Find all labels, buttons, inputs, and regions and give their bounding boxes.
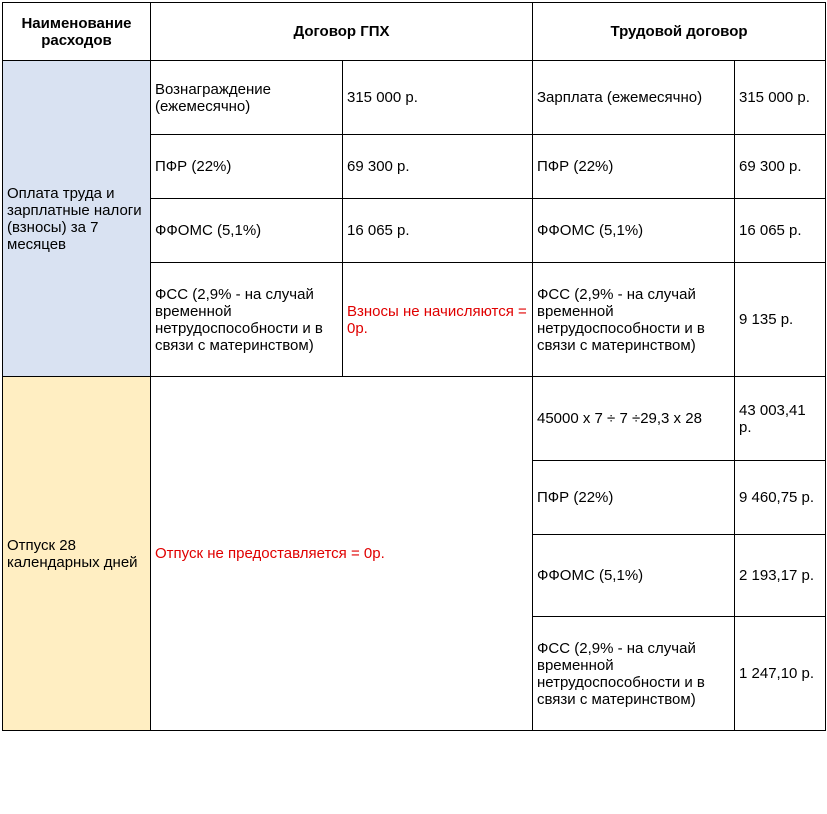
- labor-item-label: ФФОМС (5,1%): [533, 199, 735, 263]
- labor-item-label: 45000 х 7 ÷ 7 ÷29,3 х 28: [533, 377, 735, 461]
- labor-item-value: 9 135 р.: [735, 263, 826, 377]
- gpx-item-value: 16 065 р.: [343, 199, 533, 263]
- labor-item-value: 43 003,41 р.: [735, 377, 826, 461]
- header-gpx: Договор ГПХ: [151, 3, 533, 61]
- labor-item-label: ФСС (2,9% - на случай временной нетрудос…: [533, 617, 735, 731]
- gpx-item-value: 315 000 р.: [343, 61, 533, 135]
- labor-item-label: ФФОМС (5,1%): [533, 535, 735, 617]
- labor-item-label: ПФР (22%): [533, 135, 735, 199]
- gpx-item-label: ФФОМС (5,1%): [151, 199, 343, 263]
- table-row: Отпуск 28 календарных дней Отпуск не пре…: [3, 377, 826, 461]
- gpx-vacation-merged: Отпуск не предоставляется = 0р.: [151, 377, 533, 731]
- gpx-item-value: Взносы не начисляются = 0р.: [343, 263, 533, 377]
- labor-item-label: ФСС (2,9% - на случай временной нетрудос…: [533, 263, 735, 377]
- header-row: Наименование расходов Договор ГПХ Трудов…: [3, 3, 826, 61]
- header-labor: Трудовой договор: [533, 3, 826, 61]
- section-label-vacation: Отпуск 28 календарных дней: [3, 377, 151, 731]
- section-label-payroll: Оплата труда и зарплатные налоги (взносы…: [3, 61, 151, 377]
- labor-item-value: 1 247,10 р.: [735, 617, 826, 731]
- labor-item-label: Зарплата (ежемесячно): [533, 61, 735, 135]
- labor-item-value: 2 193,17 р.: [735, 535, 826, 617]
- gpx-item-label: Вознаграждение (ежемесячно): [151, 61, 343, 135]
- gpx-item-label: ФСС (2,9% - на случай временной нетрудос…: [151, 263, 343, 377]
- table-row: Оплата труда и зарплатные налоги (взносы…: [3, 61, 826, 135]
- gpx-item-label: ПФР (22%): [151, 135, 343, 199]
- comparison-table: Наименование расходов Договор ГПХ Трудов…: [2, 2, 826, 731]
- labor-item-value: 9 460,75 р.: [735, 461, 826, 535]
- labor-item-label: ПФР (22%): [533, 461, 735, 535]
- labor-item-value: 69 300 р.: [735, 135, 826, 199]
- labor-item-value: 16 065 р.: [735, 199, 826, 263]
- header-expenses: Наименование расходов: [3, 3, 151, 61]
- labor-item-value: 315 000 р.: [735, 61, 826, 135]
- gpx-item-value: 69 300 р.: [343, 135, 533, 199]
